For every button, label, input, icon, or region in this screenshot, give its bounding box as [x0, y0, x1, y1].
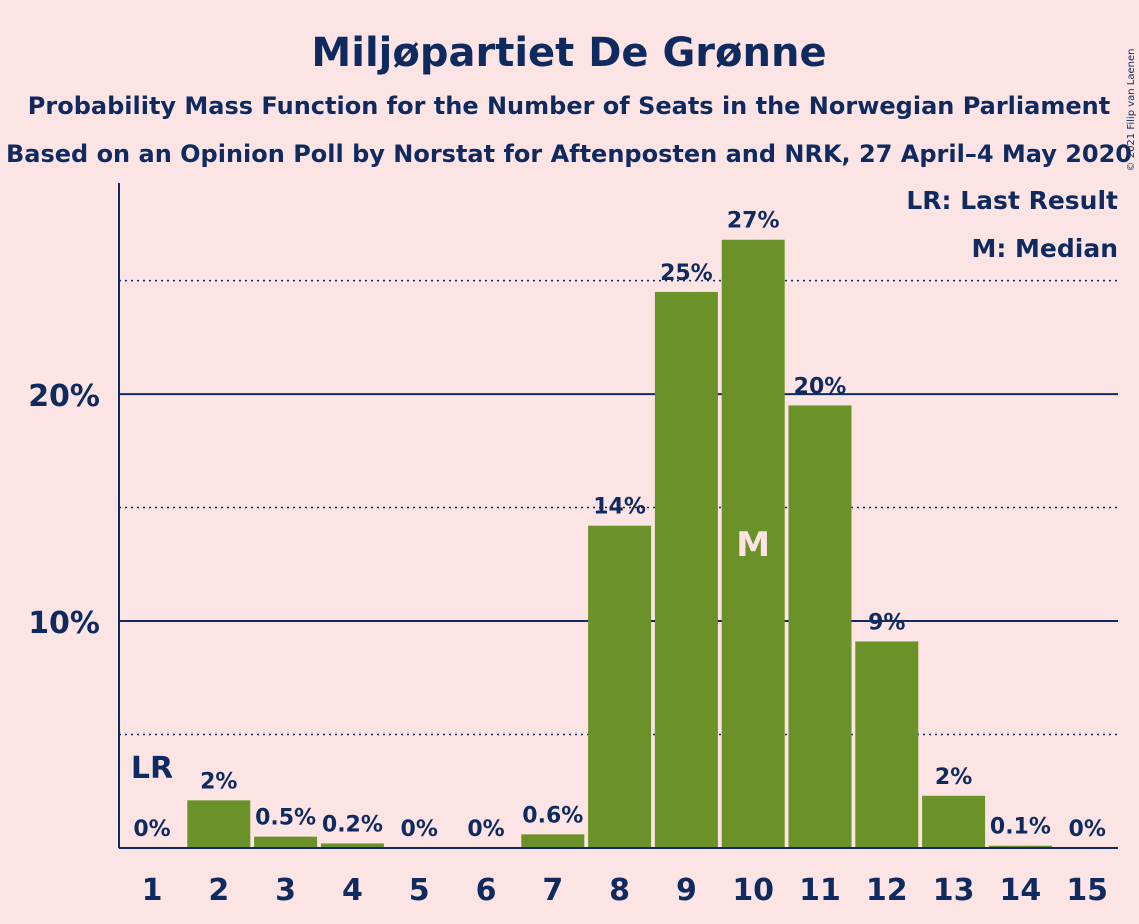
bar-label-seat-2: 2% — [200, 769, 237, 794]
x-tick-label-4: 4 — [342, 873, 363, 908]
median-marker: M — [736, 525, 770, 565]
bar-label-seat-8: 14% — [593, 495, 646, 520]
bar-label-seat-1: 0% — [133, 817, 170, 842]
chart-title: Miljøpartiet De Grønne — [311, 30, 826, 76]
bar-label-seat-15: 0% — [1069, 817, 1106, 842]
bar-seat-11 — [788, 405, 852, 848]
bar-seat-4 — [320, 843, 384, 848]
y-tick-label-1: 20% — [28, 379, 100, 414]
x-tick-label-8: 8 — [609, 873, 630, 908]
x-tick-label-14: 14 — [1000, 873, 1042, 908]
x-tick-label-15: 15 — [1066, 873, 1108, 908]
legend-last-result: LR: Last Result — [906, 186, 1118, 215]
x-tick-label-5: 5 — [409, 873, 430, 908]
bar-label-seat-14: 0.1% — [990, 815, 1051, 840]
bar-label-seat-12: 9% — [868, 610, 905, 635]
bar-label-seat-4: 0.2% — [322, 812, 383, 837]
x-tick-label-6: 6 — [476, 873, 497, 908]
y-tick-labels: 10% 20% — [28, 379, 100, 641]
legend-median: M: Median — [971, 234, 1118, 263]
bar-label-seat-7: 0.6% — [522, 803, 583, 828]
copyright-text: © 2021 Filip van Laenen — [1126, 49, 1137, 172]
bar-seat-14 — [988, 845, 1052, 848]
x-tick-label-13: 13 — [933, 873, 975, 908]
bar-seat-7 — [521, 834, 585, 848]
x-tick-label-1: 1 — [142, 873, 163, 908]
chart-subtitle-1: Probability Mass Function for the Number… — [28, 92, 1110, 120]
bar-seat-3 — [254, 836, 318, 848]
x-tick-label-2: 2 — [208, 873, 229, 908]
x-tick-labels: 1 2 3 4 5 6 7 8 9 10 11 12 13 14 15 — [142, 873, 1109, 908]
x-tick-label-11: 11 — [799, 873, 841, 908]
bar-label-seat-9: 25% — [660, 261, 713, 286]
bar-label-seat-6: 0% — [467, 817, 504, 842]
bar-label-seat-10: 27% — [727, 209, 780, 234]
bar-labels: 0% LR 2% 0.5% 0.2% 0% 0% 0.6% 14% 25% 27% M 20% 9% 2% 0… — [131, 209, 1106, 842]
x-tick-label-12: 12 — [866, 873, 908, 908]
bar-label-seat-11: 20% — [794, 374, 847, 399]
bar-seat-9 — [654, 291, 718, 848]
x-tick-label-9: 9 — [676, 873, 697, 908]
x-tick-label-7: 7 — [542, 873, 563, 908]
chart-subtitle-2: Based on an Opinion Poll by Norstat for … — [6, 140, 1132, 168]
x-tick-label-3: 3 — [275, 873, 296, 908]
bar-label-seat-13: 2% — [935, 765, 972, 790]
bar-seat-10 — [721, 239, 785, 849]
bar-label-seat-3: 0.5% — [255, 806, 316, 831]
bars — [187, 239, 1052, 849]
bar-label-seat-5: 0% — [401, 817, 438, 842]
bar-seat-2 — [187, 800, 251, 848]
x-tick-label-10: 10 — [732, 873, 774, 908]
last-result-marker: LR — [131, 751, 173, 786]
bar-seat-12 — [855, 641, 919, 848]
y-tick-label-0: 10% — [28, 606, 100, 641]
bar-seat-13 — [922, 795, 986, 848]
bar-seat-8 — [588, 525, 652, 848]
